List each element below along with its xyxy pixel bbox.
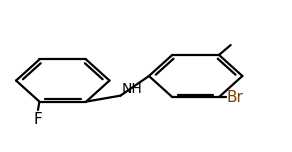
Text: NH: NH — [122, 82, 143, 96]
Text: Br: Br — [226, 90, 243, 105]
Text: F: F — [34, 112, 42, 126]
